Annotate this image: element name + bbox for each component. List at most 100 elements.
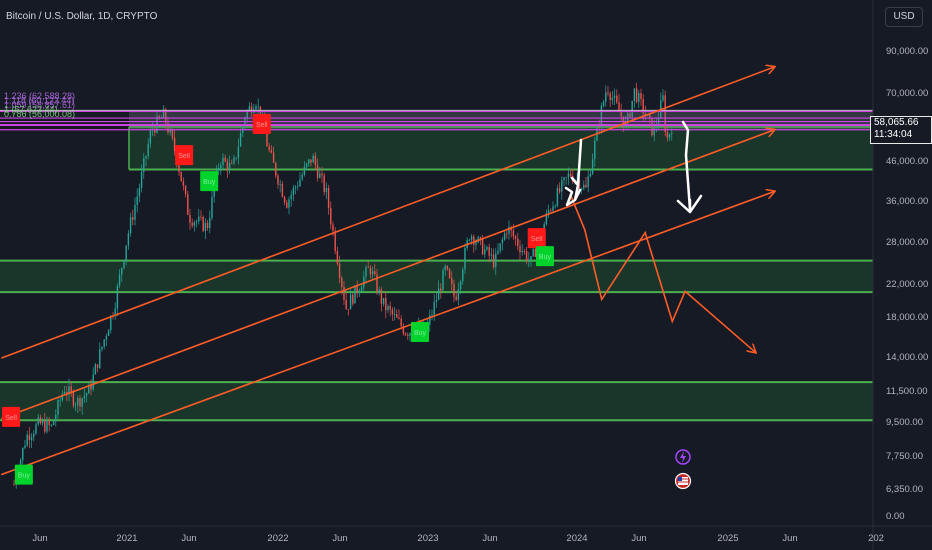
- bar-countdown: 11:34:04: [874, 129, 913, 140]
- candle-body: [123, 260, 125, 269]
- candle-body: [290, 194, 292, 200]
- candle-body: [202, 217, 204, 232]
- lightning-icon[interactable]: [675, 449, 691, 465]
- candle-body: [662, 95, 664, 101]
- y-tick-label: 22,000.00: [886, 279, 928, 290]
- candle-body: [85, 393, 88, 396]
- candle-body: [63, 392, 66, 394]
- candle-body: [532, 249, 534, 257]
- candle-body: [90, 385, 92, 390]
- candle-body: [481, 238, 484, 255]
- zone-1: [0, 260, 873, 293]
- candle-body: [499, 243, 501, 251]
- candle-body: [299, 179, 301, 187]
- candle-body: [198, 216, 200, 222]
- candle-body: [37, 417, 39, 425]
- candle-body: [279, 183, 281, 185]
- candle-body: [607, 92, 609, 94]
- candle-body: [297, 186, 299, 187]
- candle-body: [343, 286, 345, 300]
- candle-body: [389, 306, 391, 310]
- candle-body: [99, 349, 101, 368]
- candle-body: [550, 210, 552, 212]
- candle-body: [277, 175, 279, 185]
- currency-button[interactable]: USD: [885, 7, 923, 27]
- candle-body: [239, 133, 242, 147]
- candle-body: [118, 274, 121, 286]
- candle-body: [521, 250, 523, 253]
- candle-body: [638, 93, 640, 102]
- candle-body: [479, 237, 482, 239]
- candle-body: [668, 133, 671, 138]
- zones-layer: [0, 125, 873, 422]
- candle-body: [72, 392, 75, 406]
- buy-signal-label: Buy: [18, 473, 31, 480]
- candle-body: [569, 173, 572, 177]
- candle-body: [272, 152, 275, 163]
- candle-body: [444, 266, 446, 271]
- candle-body: [611, 97, 614, 100]
- candle-body: [48, 420, 50, 426]
- sell-signal-0: Sell: [2, 406, 21, 427]
- candle-body: [369, 267, 372, 275]
- candle-body: [404, 333, 407, 335]
- candle-body: [103, 339, 105, 347]
- candle-body: [525, 251, 528, 261]
- candle-body: [52, 421, 55, 426]
- candle-body: [195, 221, 198, 223]
- x-tick-label: Jun: [631, 533, 646, 544]
- channel-line-1: [0, 130, 774, 420]
- candle-body: [459, 281, 462, 290]
- candle-body: [635, 88, 638, 102]
- candle-body: [528, 259, 530, 261]
- sell-signal-label: Sell: [178, 153, 190, 160]
- candle-body: [281, 183, 284, 197]
- chart-title: Bitcoin / U.S. Dollar, 1D, CRYPTO: [6, 11, 158, 22]
- candle-body: [349, 294, 352, 310]
- flag-icon[interactable]: [674, 472, 692, 490]
- candle-body: [110, 315, 112, 331]
- candle-body: [523, 250, 526, 252]
- y-tick-label: 11,500.00: [886, 386, 928, 397]
- candle-body: [565, 177, 567, 179]
- channel-layer: [0, 67, 774, 476]
- candle-body: [558, 188, 561, 192]
- candle-body: [127, 233, 130, 246]
- sell-signal-4: Sell: [252, 113, 271, 134]
- x-tick-label: Jun: [181, 533, 196, 544]
- candle-body: [138, 187, 141, 197]
- candle-body: [35, 424, 37, 434]
- candle-body: [246, 111, 248, 119]
- candle-body: [585, 184, 587, 188]
- candle-body: [248, 106, 251, 112]
- candle-body: [530, 256, 532, 260]
- candle-body: [398, 317, 400, 319]
- candle-body: [178, 163, 180, 172]
- y-tick-label: 6,350.00: [886, 484, 923, 495]
- candle-body: [136, 196, 138, 205]
- candle-body: [642, 98, 644, 114]
- candle-body: [475, 242, 477, 245]
- candle-body: [96, 364, 99, 368]
- candle-body: [396, 314, 398, 318]
- candle-body: [74, 405, 77, 406]
- candle-body: [345, 299, 347, 310]
- candle-body: [189, 214, 191, 223]
- buy-signal-label: Buy: [203, 179, 216, 186]
- candle-body: [567, 173, 570, 178]
- candle-body: [222, 157, 224, 165]
- candle-body: [352, 294, 354, 304]
- buy-signal-box: [411, 322, 430, 343]
- candle-body: [356, 285, 358, 293]
- x-tick-label: Jun: [482, 533, 497, 544]
- candle-body: [158, 116, 160, 119]
- x-tick-label: 2022: [267, 533, 288, 544]
- candle-body: [57, 400, 59, 415]
- candle-body: [437, 288, 440, 301]
- candle-body: [321, 173, 323, 176]
- signals-layer: Sell Buy Sell Buy Sell Buy Sell Buy: [2, 113, 554, 485]
- candle-body: [81, 398, 83, 407]
- y-tick-label: 7,750.00: [886, 451, 923, 462]
- candle-body: [360, 287, 363, 291]
